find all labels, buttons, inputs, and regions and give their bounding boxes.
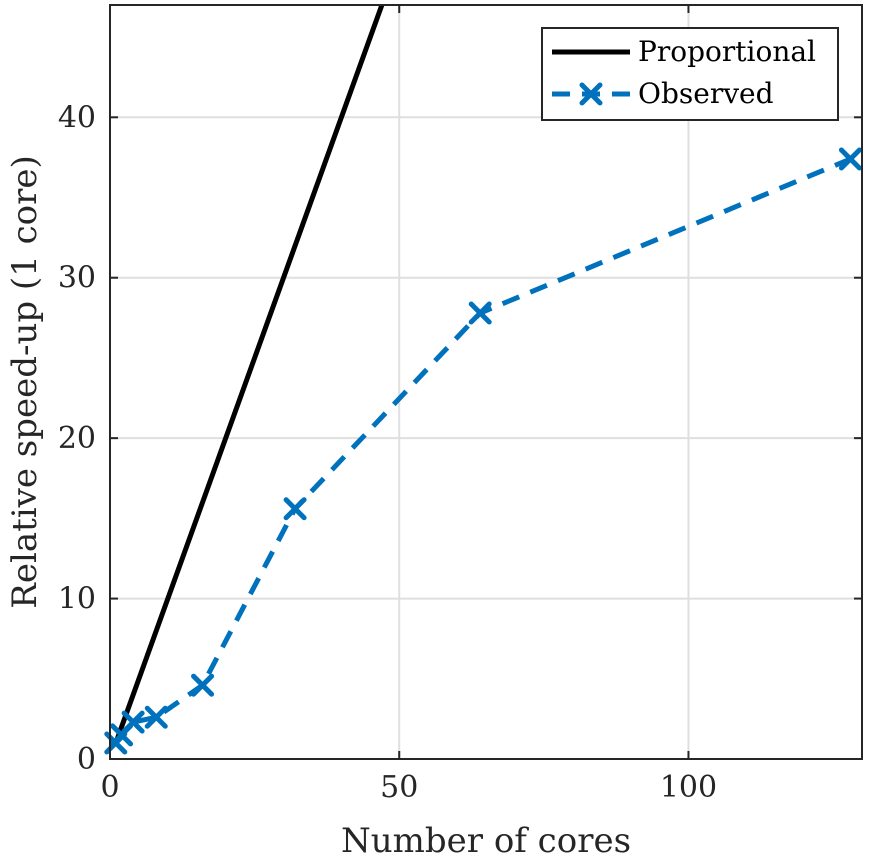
- series-layer: [104, 5, 862, 755]
- grid-layer: [110, 5, 862, 759]
- y-tick-label-10: 10: [58, 582, 96, 617]
- data-point-observed-8: [144, 705, 168, 729]
- tick-layer: 0 50 100 0 10 20 30 40: [58, 5, 862, 805]
- data-point-observed-32: [283, 497, 307, 521]
- y-tick-label-20: 20: [58, 421, 96, 456]
- data-point-observed-64: [468, 301, 492, 325]
- x-axis-title: Number of cores: [341, 821, 631, 858]
- data-point-observed-16: [191, 673, 215, 697]
- x-tick-label-50: 50: [380, 770, 418, 805]
- legend-label-proportional: Proportional: [638, 35, 816, 68]
- y-tick-label-30: 30: [58, 261, 96, 296]
- legend-box: [541, 27, 839, 121]
- y-tick-label-0: 0: [77, 742, 96, 777]
- data-point-observed-4: [121, 710, 145, 734]
- y-tick-label-40: 40: [58, 100, 96, 135]
- series-line-observed: [113, 156, 852, 745]
- y-axis-title: Relative speed-up (1 core): [5, 155, 45, 609]
- x-tick-label-0: 0: [100, 770, 119, 805]
- x-tick-label-100: 100: [660, 770, 717, 805]
- plot-frame: [109, 4, 863, 760]
- legend-x-marker: [579, 82, 603, 106]
- legend-marker-observed: [579, 82, 603, 106]
- series-line-proportional: [113, 5, 385, 744]
- data-point-observed-128: [838, 147, 862, 171]
- legend: Proportional Observed: [541, 27, 839, 121]
- legend-label-observed: Observed: [638, 77, 774, 110]
